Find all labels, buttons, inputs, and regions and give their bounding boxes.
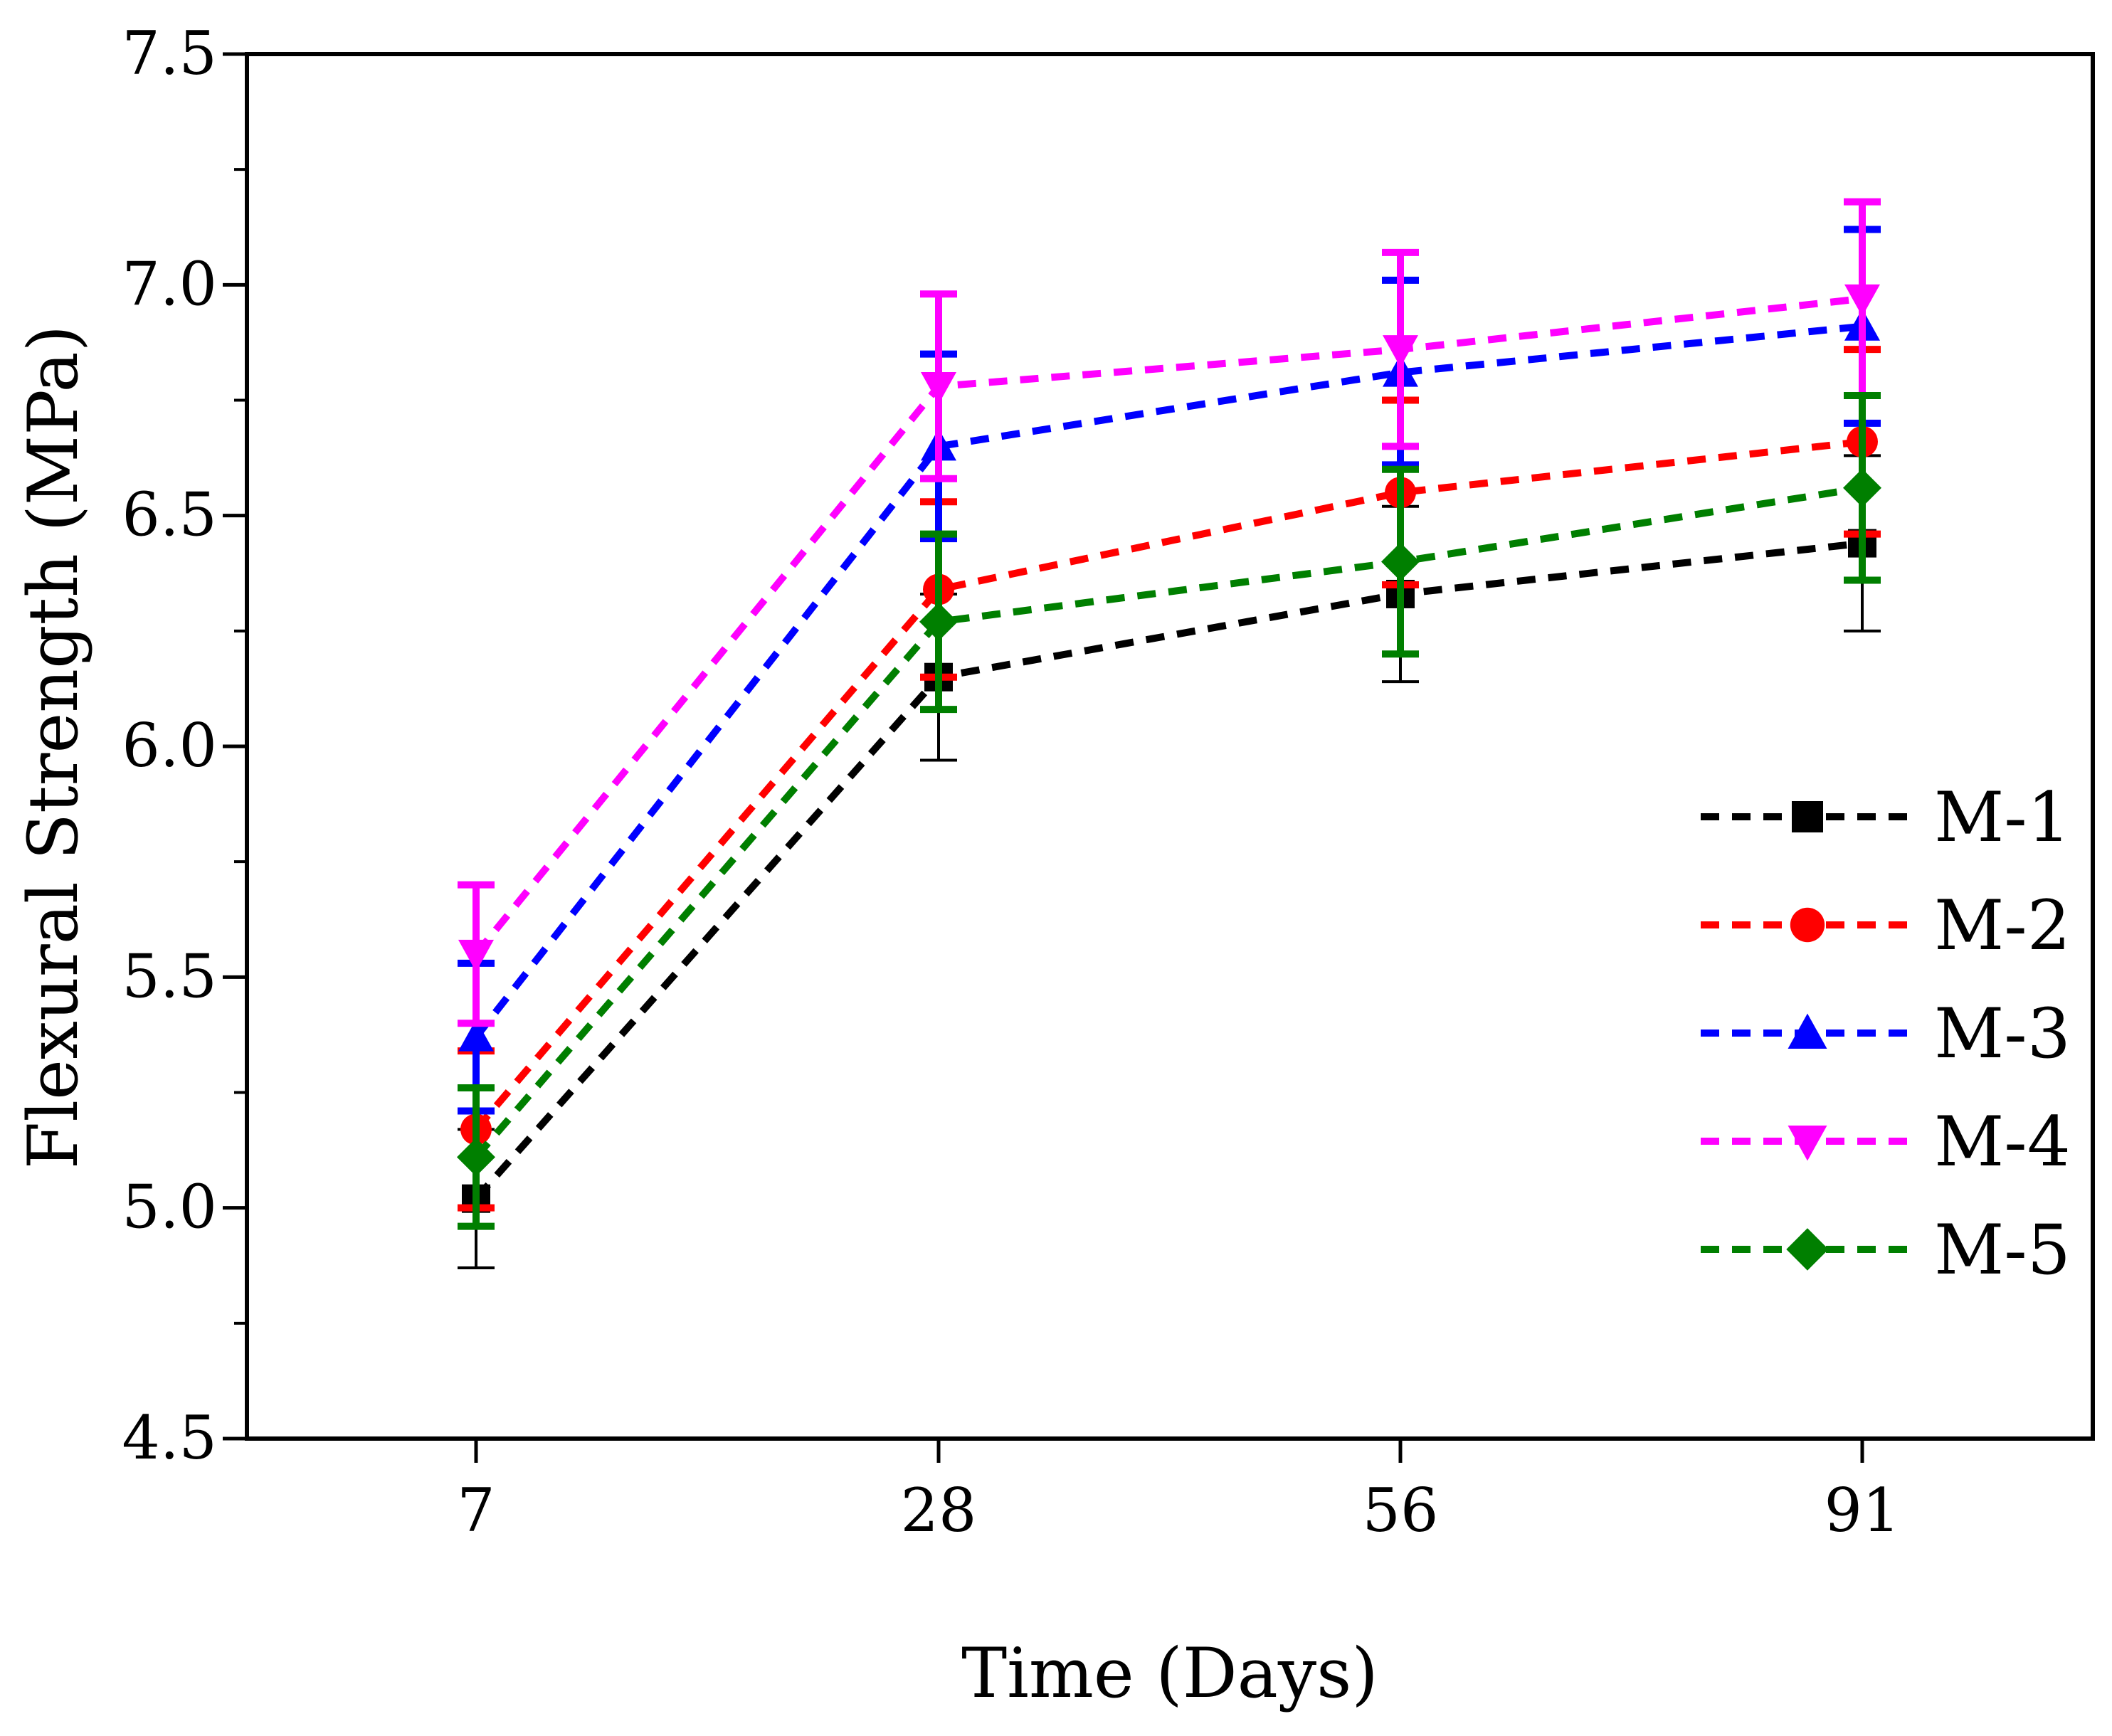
y-tick-label: 7.0: [122, 249, 217, 319]
x-tick-label: 56: [1363, 1476, 1439, 1545]
y-axis-title: Flexural Strength (MPa): [14, 325, 93, 1169]
legend-label: M-2: [1934, 886, 2071, 965]
legend-marker: [1786, 1228, 1829, 1271]
legend-item: M-2: [1701, 886, 2071, 965]
data-point: [458, 939, 494, 972]
legend-marker: [1788, 1013, 1827, 1049]
plot-frame: [245, 52, 2095, 1441]
series-M-1: [458, 454, 1881, 1269]
y-tick-label: 6.0: [122, 711, 217, 780]
series-M-2: [458, 346, 1881, 1212]
series-line: [473, 438, 1863, 1132]
series-line: [473, 295, 1863, 957]
x-axis-title: Time (Days): [961, 1634, 1378, 1713]
y-tick-label: 6.5: [122, 480, 217, 550]
series-M-5: [457, 392, 1881, 1230]
data-point: [1381, 542, 1420, 581]
legend-item: M-5: [1701, 1210, 2071, 1290]
data-point: [1843, 468, 1881, 507]
y-tick-label: 5.0: [122, 1173, 217, 1242]
series-layer: [457, 198, 1881, 1269]
y-axis: 4.5 5.0 5.5 6.0 6.5 7.0 7.5: [122, 18, 247, 1473]
y-tick-label: 7.5: [122, 18, 217, 88]
data-point: [1844, 284, 1880, 317]
y-tick-label: 4.5: [122, 1403, 217, 1473]
series-line: [473, 322, 1863, 1039]
legend-label: M-3: [1934, 994, 2071, 1074]
legend: M-1 M-2 M-3 M-4 M-5: [1701, 778, 2071, 1290]
data-point: [919, 602, 958, 641]
data-point: [1383, 335, 1418, 368]
x-tick-label: 7: [457, 1476, 495, 1545]
legend-marker: [1792, 801, 1823, 832]
series-line: [473, 484, 1863, 1160]
legend-marker: [1788, 1126, 1827, 1161]
legend-item: M-1: [1701, 778, 2071, 857]
legend-label: M-4: [1934, 1102, 2071, 1182]
legend-item: M-3: [1701, 994, 2071, 1074]
x-axis: 7 28 56 91: [457, 1439, 1900, 1545]
data-point: [921, 372, 956, 405]
y-tick-label: 5.5: [122, 941, 217, 1011]
legend-marker: [1790, 907, 1825, 943]
data-point: [458, 1019, 494, 1052]
data-point: [457, 1138, 495, 1177]
x-tick-label: 91: [1825, 1476, 1901, 1545]
legend-label: M-1: [1934, 778, 2071, 857]
x-tick-label: 28: [901, 1476, 977, 1545]
legend-item: M-4: [1701, 1102, 2071, 1182]
series-M-4: [458, 198, 1881, 1027]
series-line: [473, 539, 1863, 1202]
legend-label: M-5: [1934, 1210, 2071, 1290]
